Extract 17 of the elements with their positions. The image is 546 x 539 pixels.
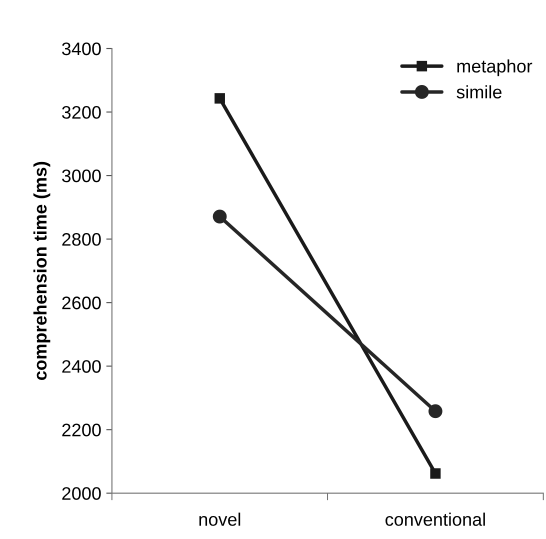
legend-label: metaphor	[457, 59, 532, 76]
y-tick-label: 3000	[62, 169, 101, 182]
point	[214, 93, 225, 104]
y-tick-label: 3400	[62, 42, 101, 56]
x-tick-label: conventional	[386, 512, 485, 526]
y-tick-label: 2400	[62, 360, 101, 373]
point	[430, 468, 441, 479]
y-tick-label: 2000	[62, 487, 101, 500]
y-tick-label: 2600	[62, 296, 101, 310]
point	[428, 404, 442, 418]
y-axis-title: comprehension time (ms)	[33, 162, 50, 380]
y-tick-label: 2200	[62, 424, 101, 436]
x-tick-label: novel	[199, 512, 240, 526]
legend-label: simile	[456, 85, 502, 98]
y-tick-label: 2800	[62, 233, 101, 246]
point	[212, 210, 227, 224]
y-tick-label: 3200	[62, 106, 101, 119]
